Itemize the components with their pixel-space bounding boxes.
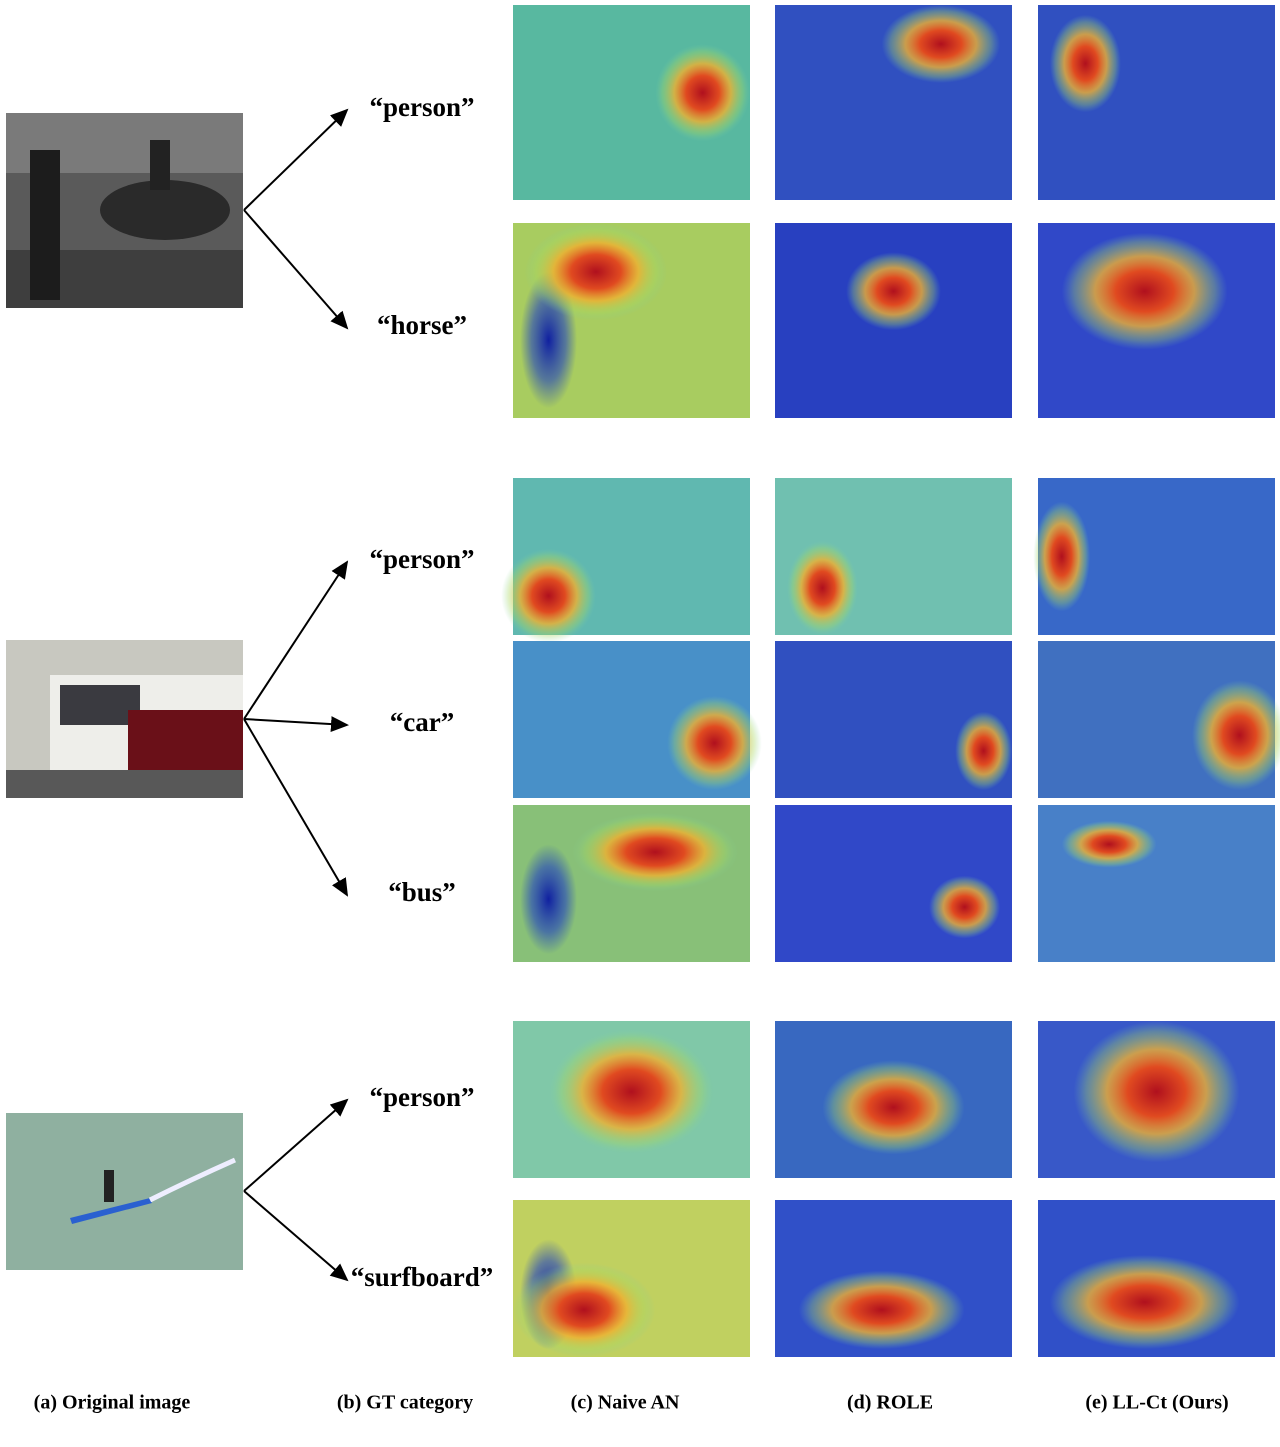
- caption: (a) Original image: [34, 1392, 191, 1414]
- heatmap-hot: [846, 252, 941, 330]
- heatmap-hot: [882, 5, 1001, 83]
- arrow: [244, 719, 347, 725]
- heatmap-hot: [549, 1029, 715, 1155]
- heatmap-hot: [1074, 1021, 1240, 1162]
- heatmap-hot: [572, 813, 738, 892]
- heatmap-hot: [955, 712, 1012, 791]
- heatmap-hot: [1050, 15, 1121, 113]
- heatmap-hot: [799, 1271, 965, 1350]
- original-image: [6, 640, 243, 798]
- arrow: [244, 719, 347, 895]
- heatmap-hot: [1050, 1255, 1240, 1349]
- heatmap-hot: [822, 1060, 964, 1154]
- category-label: “person”: [369, 544, 474, 574]
- caption: (b) GT category: [337, 1392, 473, 1414]
- category-label: “bus”: [388, 877, 456, 907]
- heatmap: [1038, 805, 1275, 962]
- category-label: “person”: [369, 92, 474, 122]
- heatmap-cold: [520, 844, 577, 954]
- arrow: [244, 1191, 347, 1280]
- heatmap-hot: [513, 1263, 655, 1357]
- arrow: [244, 562, 347, 719]
- original-image: [6, 1113, 243, 1270]
- heatmap-hot: [655, 44, 750, 142]
- heatmap-hot: [525, 223, 667, 321]
- figure: “person” “horse” “person” “car” “bus” “person…: [0, 0, 1280, 1447]
- heatmap-hot: [1062, 821, 1157, 868]
- category-label: “car”: [390, 707, 454, 737]
- category-label: “surfboard”: [351, 1262, 494, 1292]
- arrow: [244, 210, 347, 328]
- arrow: [244, 1100, 347, 1191]
- arrow: [244, 110, 347, 210]
- heatmap-hot: [1062, 233, 1228, 350]
- heatmap-hot: [501, 549, 596, 643]
- heatmap-hot: [787, 541, 858, 635]
- original-image: [6, 113, 243, 308]
- heatmap-hot: [929, 876, 1000, 939]
- heatmap-hot: [1033, 502, 1090, 612]
- caption: (d) ROLE: [847, 1392, 933, 1414]
- caption: (c) Naive AN: [571, 1392, 680, 1414]
- heatmap-hot: [667, 696, 762, 790]
- category-label: “person”: [369, 1082, 474, 1112]
- caption: (e) LL-Ct (Ours): [1085, 1392, 1228, 1414]
- category-label: “horse”: [377, 310, 467, 340]
